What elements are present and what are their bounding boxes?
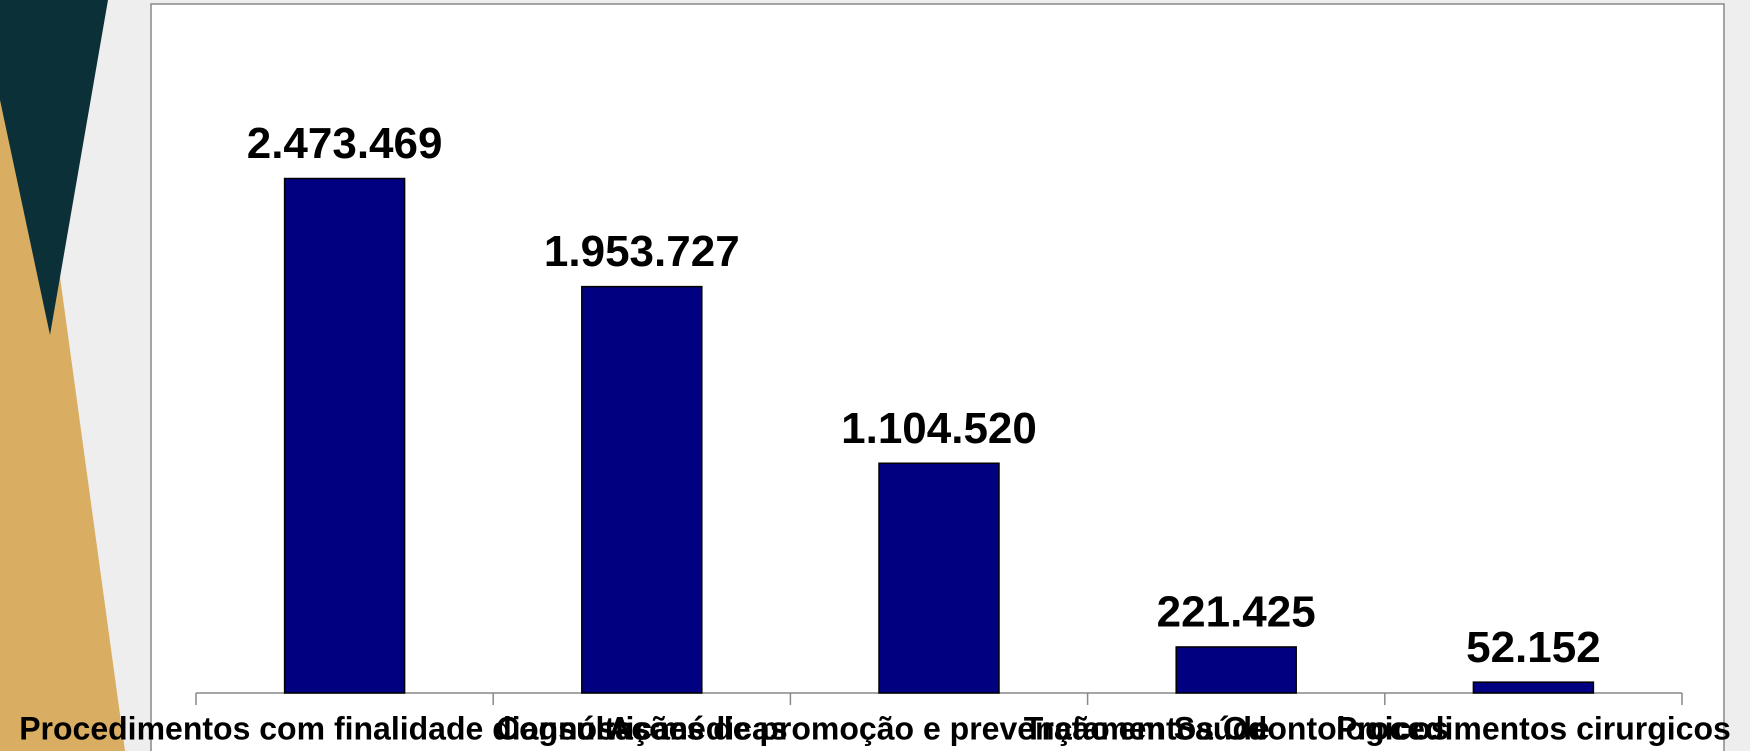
x-tick-label: Procedimentos cirurgicos [1336,710,1731,746]
value-label: 2.473.469 [247,119,443,168]
value-label: 221.425 [1157,588,1316,637]
x-tick-label: Procedimentos com finalidade diagnóstica [19,710,670,746]
x-tick-label: Ações de promoção e prevenção em Saúde [608,710,1270,746]
bar [1175,646,1297,694]
bar [581,285,703,694]
value-label: 52.152 [1466,623,1601,672]
x-tick-label: Tratamentos Odontologicos [1024,710,1449,746]
bar [878,462,1000,694]
bar [283,177,406,694]
bar [1472,681,1595,694]
value-label: 1.104.520 [841,404,1037,453]
decor-teal [0,0,108,335]
x-tick-label: Consultas médicas [496,710,788,746]
value-label: 1.953.727 [544,227,740,276]
